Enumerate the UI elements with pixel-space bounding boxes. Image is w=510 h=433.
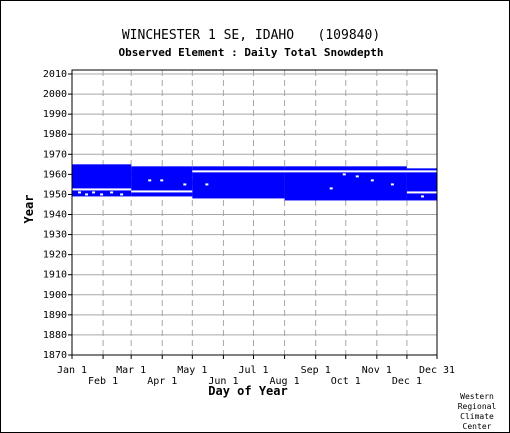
y-tick-label: 1980 (43, 129, 67, 140)
y-tick-label: 1970 (43, 149, 67, 160)
chart-title: WINCHESTER 1 SE, IDAHO (109840) (122, 28, 380, 43)
x-tick-label: Dec 1 (392, 376, 422, 387)
missing-day (78, 191, 82, 194)
credit-line-4: Center (463, 422, 492, 431)
y-tick-label: 2000 (43, 89, 67, 100)
y-axis-label: Year (22, 195, 36, 224)
y-tick-label: 1930 (43, 230, 67, 241)
data-band (406, 168, 437, 201)
data-band (72, 164, 132, 197)
y-tick-label: 1940 (43, 210, 67, 221)
missing-day (370, 179, 374, 182)
y-tick-label: 1870 (43, 350, 67, 361)
x-tick-label: Feb 1 (88, 376, 118, 387)
x-tick-label: Jan 1 (57, 365, 87, 376)
credit-line-2: Regional (458, 402, 497, 411)
missing-gap (406, 191, 437, 194)
x-tick-label: Oct 1 (331, 376, 361, 387)
y-tick-label: 1950 (43, 189, 67, 200)
missing-day (92, 191, 96, 194)
x-tick-label: Mar 1 (116, 365, 146, 376)
x-axis-label: Day of Year (208, 384, 287, 398)
missing-gap (192, 170, 437, 173)
missing-day (160, 179, 164, 182)
credit-line-3: Climate (460, 412, 494, 421)
missing-day (100, 193, 104, 196)
y-tick-label: 1890 (43, 310, 67, 321)
missing-day (110, 191, 114, 194)
missing-day (205, 183, 209, 186)
missing-day (420, 195, 424, 198)
y-tick-label: 1920 (43, 250, 67, 261)
y-tick-label: 1880 (43, 330, 67, 341)
x-tick-label: May 1 (177, 365, 207, 376)
x-tick-label: Nov 1 (362, 365, 392, 376)
missing-day (342, 173, 346, 176)
missing-day (390, 183, 394, 186)
x-tick-label: Aug 1 (270, 376, 300, 387)
missing-day (85, 193, 89, 196)
x-tick-label: Jun 1 (208, 376, 238, 387)
y-tick-label: 1900 (43, 290, 67, 301)
plot-border (71, 69, 438, 356)
y-tick-label: 2010 (43, 69, 67, 80)
missing-gap (72, 188, 132, 191)
y-tick-label: 1990 (43, 109, 67, 120)
grid-layer (72, 70, 437, 356)
y-tick-label: 1960 (43, 169, 67, 180)
missing-day (329, 187, 333, 190)
missing-gap (131, 190, 193, 193)
x-tick-label: Sep 1 (301, 365, 331, 376)
missing-day (183, 183, 187, 186)
missing-day (148, 179, 152, 182)
x-tick-label: Dec 31 (419, 365, 455, 376)
missing-day (120, 193, 124, 196)
y-tick-label: 1910 (43, 270, 67, 281)
x-tick-label: Jul 1 (238, 365, 268, 376)
credit-line-1: Western (460, 392, 494, 401)
tick-layer: 1870 1880 1890 1900 1910 1920 1930 1940 1950 1960… (43, 69, 455, 387)
chart-subtitle: Observed Element : Daily Total Snowdepth (119, 46, 384, 59)
data-layer (72, 164, 437, 201)
missing-day (355, 175, 359, 178)
x-tick-label: Apr 1 (147, 376, 177, 387)
